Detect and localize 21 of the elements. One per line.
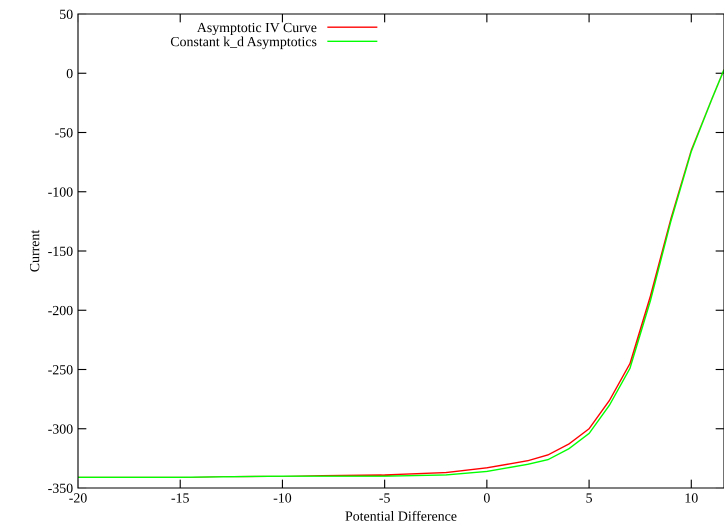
y-tick-label: -350 <box>48 484 73 493</box>
x-tick-label: 10 <box>686 493 698 503</box>
legend-label: Constant k_d Asymptotics <box>170 36 316 50</box>
line-series <box>78 69 724 478</box>
y-axis-title: Current <box>30 230 40 272</box>
x-tick-label: -20 <box>69 493 87 503</box>
y-tick-label: 50 <box>60 10 73 19</box>
y-tick-label: -200 <box>48 306 73 316</box>
y-tick-label: -250 <box>48 365 73 374</box>
legend-label: Asymptotic IV Curve <box>196 22 316 36</box>
y-tick-label: -100 <box>48 187 73 197</box>
y-tick-label: -150 <box>48 246 73 256</box>
x-tick-label: -15 <box>171 493 189 503</box>
x-tick-label: 5 <box>586 493 592 503</box>
x-axis-title: Potential Difference <box>345 510 457 521</box>
y-tick-label: -300 <box>48 424 73 434</box>
x-tick-label: -5 <box>379 493 390 503</box>
y-tick-label: 0 <box>66 68 73 78</box>
x-tick-label: 0 <box>484 493 490 503</box>
x-tick-label: -10 <box>274 493 292 503</box>
y-tick-label: -50 <box>55 128 73 138</box>
